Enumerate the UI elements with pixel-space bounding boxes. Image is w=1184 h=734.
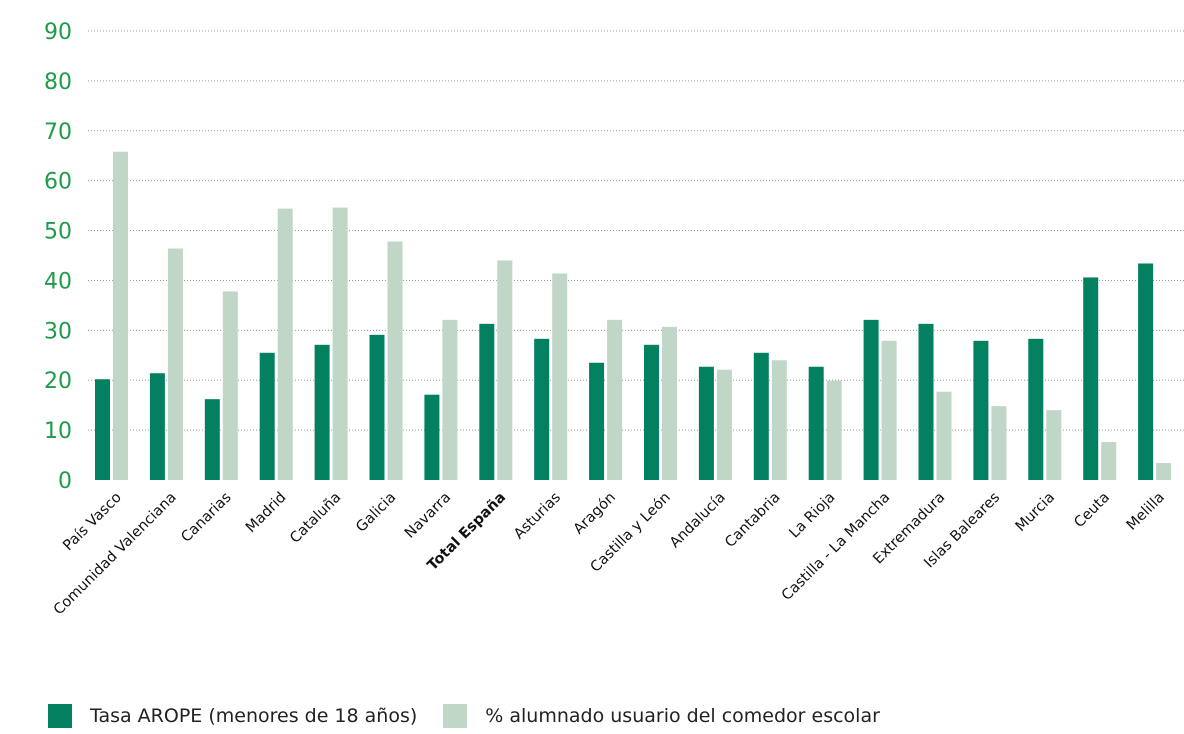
- bar-arope: [589, 362, 605, 480]
- bars: [95, 151, 1172, 481]
- y-tick-label: 20: [44, 369, 72, 394]
- bar-comedor: [442, 319, 458, 480]
- bar-comedor: [552, 273, 568, 480]
- y-axis-ticks: 0 10 20 30 40 50 60 70 80 90: [44, 20, 72, 494]
- x-tick-label: Melilla: [1124, 490, 1168, 534]
- legend-swatch-arope: [48, 704, 72, 728]
- bar-comedor: [826, 380, 842, 480]
- y-tick-label: 80: [44, 70, 72, 95]
- y-tick-label: 40: [44, 269, 72, 294]
- bar-arope: [1083, 277, 1099, 480]
- bar-comedor: [497, 260, 513, 480]
- bar-arope: [698, 366, 714, 480]
- x-tick-label: Aragón: [571, 490, 619, 538]
- bar-arope: [973, 340, 989, 480]
- y-tick-label: 10: [44, 419, 72, 444]
- bar-arope: [479, 323, 495, 480]
- x-tick-label: Canarias: [178, 490, 234, 546]
- bar-comedor: [607, 319, 623, 480]
- bar-arope: [1028, 338, 1044, 480]
- x-tick-label: Cataluña: [287, 490, 344, 547]
- bar-arope: [314, 344, 330, 480]
- y-tick-label: 90: [44, 20, 72, 45]
- bar-comedor: [936, 391, 952, 480]
- bar-comedor: [1101, 442, 1117, 480]
- bar-comedor: [167, 248, 183, 480]
- bar-arope: [149, 373, 165, 480]
- bar-arope: [808, 366, 824, 480]
- bar-comedor: [1046, 410, 1062, 480]
- bar-arope: [644, 344, 659, 480]
- y-tick-label: 70: [44, 120, 72, 145]
- gridlines: [88, 30, 1184, 431]
- bar-arope: [259, 352, 275, 480]
- y-tick-label: 60: [44, 170, 72, 195]
- bar-comedor: [332, 207, 348, 480]
- bar-comedor: [222, 291, 238, 480]
- bar-comedor: [277, 208, 293, 481]
- bar-arope: [863, 319, 879, 480]
- bar-arope: [424, 394, 440, 480]
- bar-arope: [204, 399, 220, 480]
- x-tick-label: Madrid: [243, 490, 290, 537]
- legend-item-comedor: % alumnado usuario del comedor escolar: [443, 704, 880, 728]
- legend-item-arope: Tasa AROPE (menores de 18 años): [48, 704, 417, 728]
- bar-arope: [369, 334, 385, 480]
- bar-comedor: [771, 360, 787, 480]
- x-tick-label: Murcia: [1013, 490, 1058, 535]
- bar-arope: [1138, 263, 1154, 480]
- bar-comedor: [716, 369, 732, 480]
- bar-comedor: [387, 241, 403, 480]
- bar-arope: [918, 323, 934, 480]
- bar-comedor: [991, 406, 1007, 480]
- x-tick-label: La Rioja: [787, 490, 839, 542]
- legend-label-comedor: % alumnado usuario del comedor escolar: [485, 705, 880, 727]
- bar-arope: [534, 338, 550, 480]
- x-tick-label: Castilla - La Mancha: [779, 490, 893, 604]
- x-tick-label: Navarra: [402, 490, 454, 542]
- bar-comedor: [1156, 463, 1172, 480]
- y-tick-label: 50: [44, 220, 72, 245]
- x-tick-label: Andalucía: [667, 490, 729, 552]
- x-tick-label: Cantabria: [722, 490, 783, 551]
- bar-arope: [95, 379, 110, 480]
- x-tick-label: Asturias: [511, 490, 564, 543]
- y-tick-label: 30: [44, 319, 72, 344]
- legend-label-arope: Tasa AROPE (menores de 18 años): [90, 705, 418, 727]
- bar-comedor: [881, 340, 897, 480]
- x-tick-label: Galicia: [353, 490, 399, 536]
- bar-arope: [753, 352, 769, 480]
- legend-swatch-comedor: [443, 704, 468, 728]
- bar-chart: 0 10 20 30 40 50 60 70 80 90 País VascoComunidad …: [44, 20, 1184, 618]
- bar-comedor: [662, 326, 677, 480]
- bar-comedor: [113, 151, 128, 480]
- y-tick-label: 0: [58, 469, 72, 494]
- legend: Tasa AROPE (menores de 18 años) % alumna…: [48, 704, 906, 728]
- x-tick-label: Ceuta: [1071, 490, 1113, 532]
